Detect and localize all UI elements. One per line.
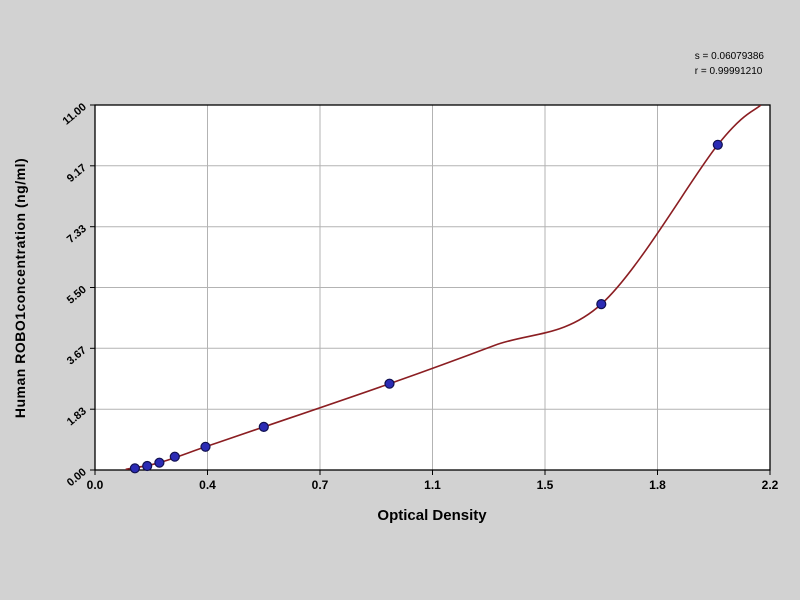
data-point-marker	[200, 441, 211, 452]
y-tick-label: 3.67	[65, 344, 89, 367]
x-tick-label: 1.8	[649, 478, 666, 492]
data-point-marker	[596, 299, 607, 310]
data-point-marker	[129, 463, 140, 474]
y-tick-label: 5.50	[65, 284, 89, 307]
y-tick-label: 0.00	[65, 466, 89, 489]
data-point-marker	[154, 457, 165, 468]
x-tick-label: 0.0	[87, 478, 104, 492]
data-point-marker	[384, 378, 395, 389]
data-point-marker	[169, 451, 180, 462]
stat-s-value: s = 0.06079386	[694, 51, 764, 62]
stat-r-value: r = 0.99991210	[694, 66, 763, 77]
x-tick-label: 1.1	[424, 478, 441, 492]
x-tick-label: 0.4	[199, 478, 216, 492]
x-tick-label: 1.5	[537, 478, 554, 492]
data-point-marker	[258, 421, 269, 432]
data-point-marker	[142, 460, 153, 472]
y-tick-label: 11.00	[61, 101, 89, 127]
y-tick-label: 9.17	[65, 162, 89, 185]
y-axis-title: Human ROBO1concentration (ng/ml)	[12, 157, 28, 419]
x-tick-label: 2.2	[762, 478, 779, 492]
x-axis-title: Optical Density	[377, 507, 487, 524]
x-tick-label: 0.7	[312, 478, 329, 492]
y-tick-label: 1.83	[65, 405, 89, 428]
standard-curve-line	[125, 105, 762, 470]
fit-statistics: s = 0.06079386 r = 0.99991210	[695, 49, 764, 79]
y-tick-label: 7.33	[65, 223, 89, 246]
data-point-marker	[712, 139, 723, 150]
